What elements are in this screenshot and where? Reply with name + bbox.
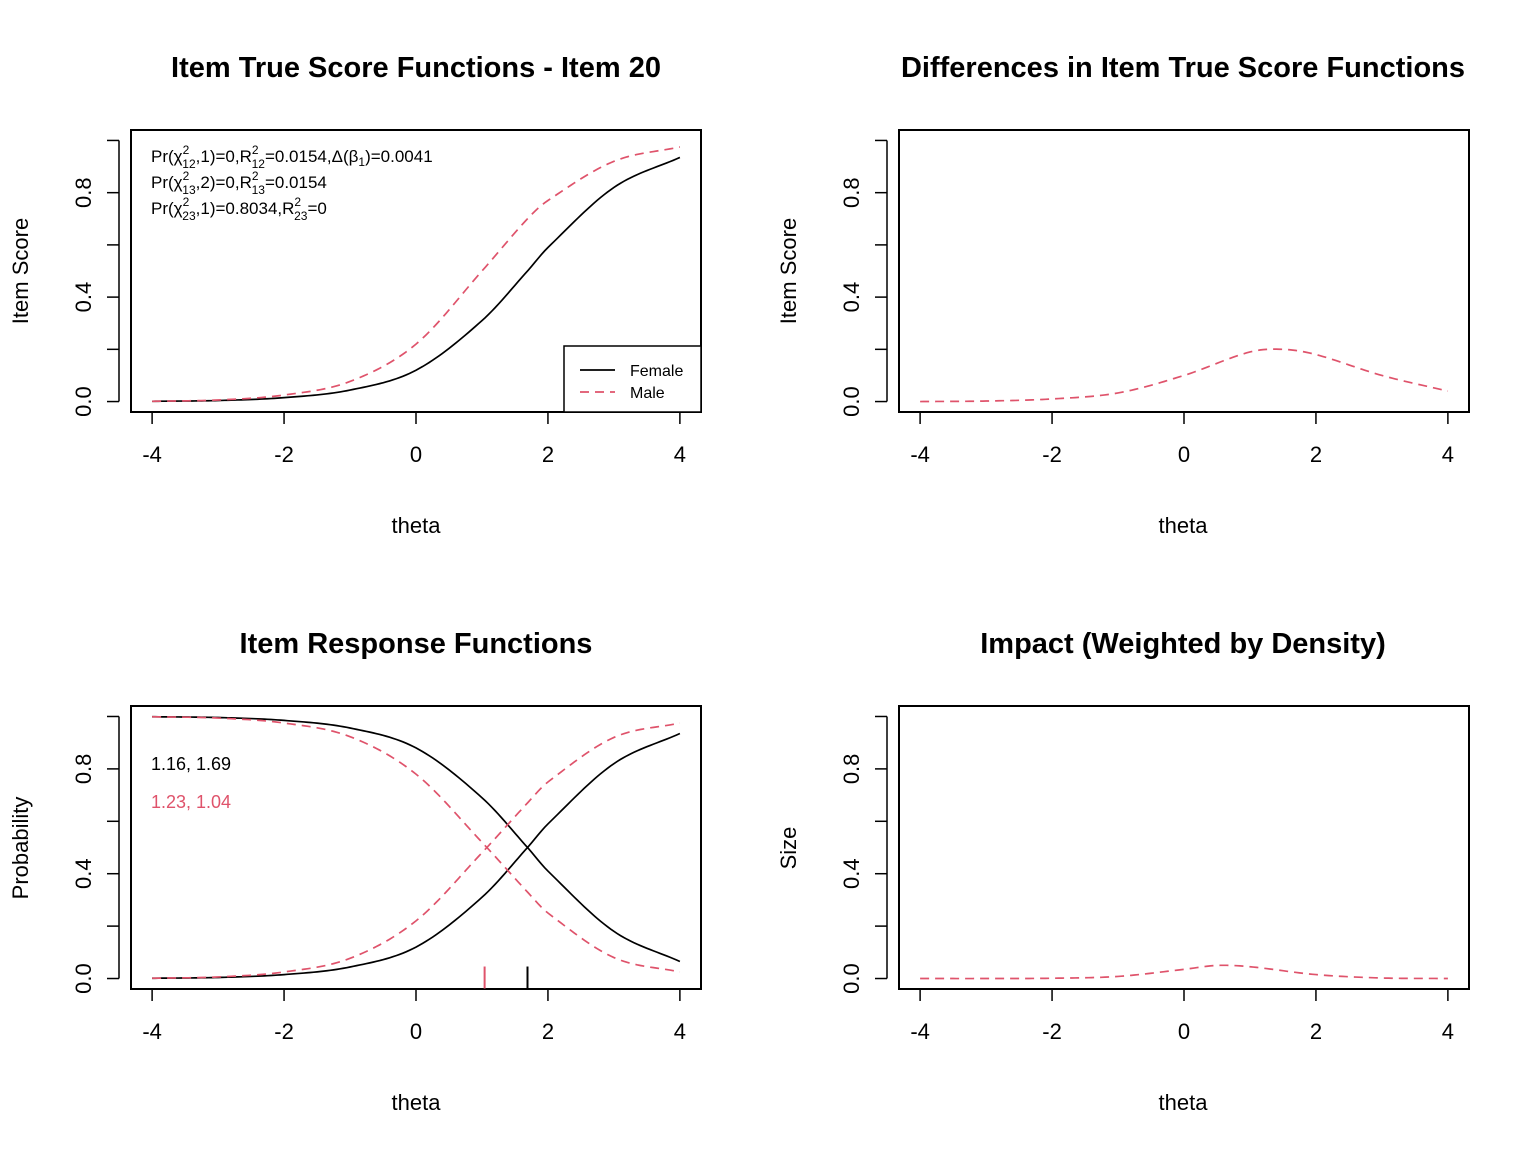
- panel-title: Item Response Functions: [240, 628, 593, 660]
- y-tick-label: 0.8: [839, 754, 864, 785]
- y-axis-label: Item Score: [776, 218, 801, 324]
- curves: [152, 715, 681, 989]
- axes: -4 -2 0 2 4 0.0 0.4 0.8: [839, 139, 1454, 467]
- axes: -4 -2 0 2 4 0.0 0.4 0.8: [71, 715, 686, 1044]
- y-tick-label: 0.8: [71, 754, 96, 785]
- x-axis-label: theta: [392, 513, 442, 538]
- series-line: [920, 348, 1449, 403]
- series-line: [152, 715, 681, 963]
- x-axis: -4 -2 0 2 4: [910, 411, 1454, 467]
- y-axis-label: Item Score: [8, 218, 33, 324]
- x-axis: -4 -2 0 2 4: [142, 988, 686, 1044]
- panel-title: Impact (Weighted by Density): [980, 628, 1386, 660]
- y-tick-label: 0.4: [839, 282, 864, 313]
- curves: [920, 964, 1448, 980]
- y-axis: 0.0 0.4 0.8: [839, 139, 888, 417]
- y-tick-label: 0.8: [71, 177, 96, 208]
- x-tick-label: 4: [1442, 442, 1454, 467]
- panel-true-score: Item True Score Functions - Item 20 -4 -2…: [8, 52, 702, 538]
- x-tick-label: 2: [1310, 442, 1322, 467]
- legend-box: [563, 345, 702, 413]
- y-axis: 0.0 0.4 0.8: [71, 715, 120, 994]
- curves: [152, 146, 681, 403]
- x-tick-label: -2: [274, 1019, 294, 1044]
- stat-line: Pr(χ2 12,1)=0,R2 12=0.0154,Δ(β1)=0.0041: [151, 143, 433, 171]
- legend-label-male: Male: [630, 385, 665, 402]
- panel-impact: Impact (Weighted by Density) -4 -2 0 2 40.00…: [776, 628, 1470, 1115]
- series-line: [152, 156, 681, 403]
- x-axis-label: theta: [1159, 513, 1209, 538]
- x-tick-label: 4: [674, 1019, 686, 1044]
- x-axis-label: theta: [1159, 1090, 1209, 1115]
- x-tick-label: 0: [410, 442, 422, 467]
- y-tick-label: 0.4: [839, 858, 864, 889]
- y-tick-label: 0.4: [71, 858, 96, 889]
- x-tick-label: 0: [1178, 442, 1190, 467]
- series-line: [920, 964, 1448, 980]
- param-label-male: 1.23, 1.04: [151, 792, 231, 812]
- x-tick-label: 4: [674, 442, 686, 467]
- x-tick-label: 2: [1310, 1019, 1322, 1044]
- x-axis: -4 -2 0 2 4: [910, 988, 1454, 1044]
- x-tick-label: -4: [910, 1019, 930, 1044]
- x-tick-label: 0: [410, 1019, 422, 1044]
- x-tick-label: 0: [1178, 1019, 1190, 1044]
- x-tick-label: -4: [910, 442, 930, 467]
- y-tick-label: 0.0: [839, 386, 864, 417]
- series-line: [152, 146, 681, 403]
- plot-frame: [898, 705, 1470, 990]
- y-tick-label: 0.0: [71, 386, 96, 417]
- x-tick-label: 4: [1442, 1019, 1454, 1044]
- axes: -4 -2 0 2 4 0.0 0.4 0.8: [839, 715, 1454, 1044]
- y-axis-label: Probability: [8, 797, 33, 900]
- stats-text: Pr(χ2 12,1)=0,R2 12=0.0154,Δ(β1)=0.0041 Pr…: [151, 143, 433, 223]
- panel-title: Item True Score Functions - Item 20: [171, 52, 661, 84]
- x-axis: -4 -2 0 2 4: [142, 411, 686, 467]
- x-tick-label: 2: [542, 442, 554, 467]
- series-line: [152, 732, 681, 980]
- legend-label-female: Female: [630, 363, 683, 380]
- y-tick-label: 0.0: [839, 963, 864, 994]
- series-line: [152, 715, 681, 973]
- y-tick-label: 0.8: [839, 177, 864, 208]
- panel-differences: Differences in Item True Score Functions…: [776, 52, 1470, 538]
- y-axis: 0.0 0.4 0.8: [71, 139, 120, 417]
- y-axis: 0.0 0.4 0.8: [839, 715, 888, 994]
- panel-title: Differences in Item True Score Functions: [901, 52, 1465, 84]
- y-tick-label: 0.0: [71, 963, 96, 994]
- panel-response-functions: Item Response Functions -4 -2 0 2 4 0.0 0.4 0.8…: [8, 628, 702, 1115]
- x-tick-label: -4: [142, 1019, 162, 1044]
- x-tick-label: -2: [1042, 1019, 1062, 1044]
- stat-line: Pr(χ2 23,1)=0.8034,R2 23=0: [151, 195, 327, 223]
- curves: [920, 348, 1449, 403]
- y-axis-label: Size: [776, 827, 801, 870]
- x-tick-label: 2: [542, 1019, 554, 1044]
- x-tick-label: -4: [142, 442, 162, 467]
- x-tick-label: -2: [1042, 442, 1062, 467]
- stat-line: Pr(χ2 13,2)=0,R2 13=0.0154: [151, 169, 327, 197]
- x-axis-label: theta: [392, 1090, 442, 1115]
- y-tick-label: 0.4: [71, 282, 96, 313]
- param-label-female: 1.16, 1.69: [151, 754, 231, 774]
- x-tick-label: -2: [274, 442, 294, 467]
- plot-frame: [898, 129, 1470, 413]
- series-line: [152, 722, 681, 980]
- legend: Female Male: [563, 345, 702, 413]
